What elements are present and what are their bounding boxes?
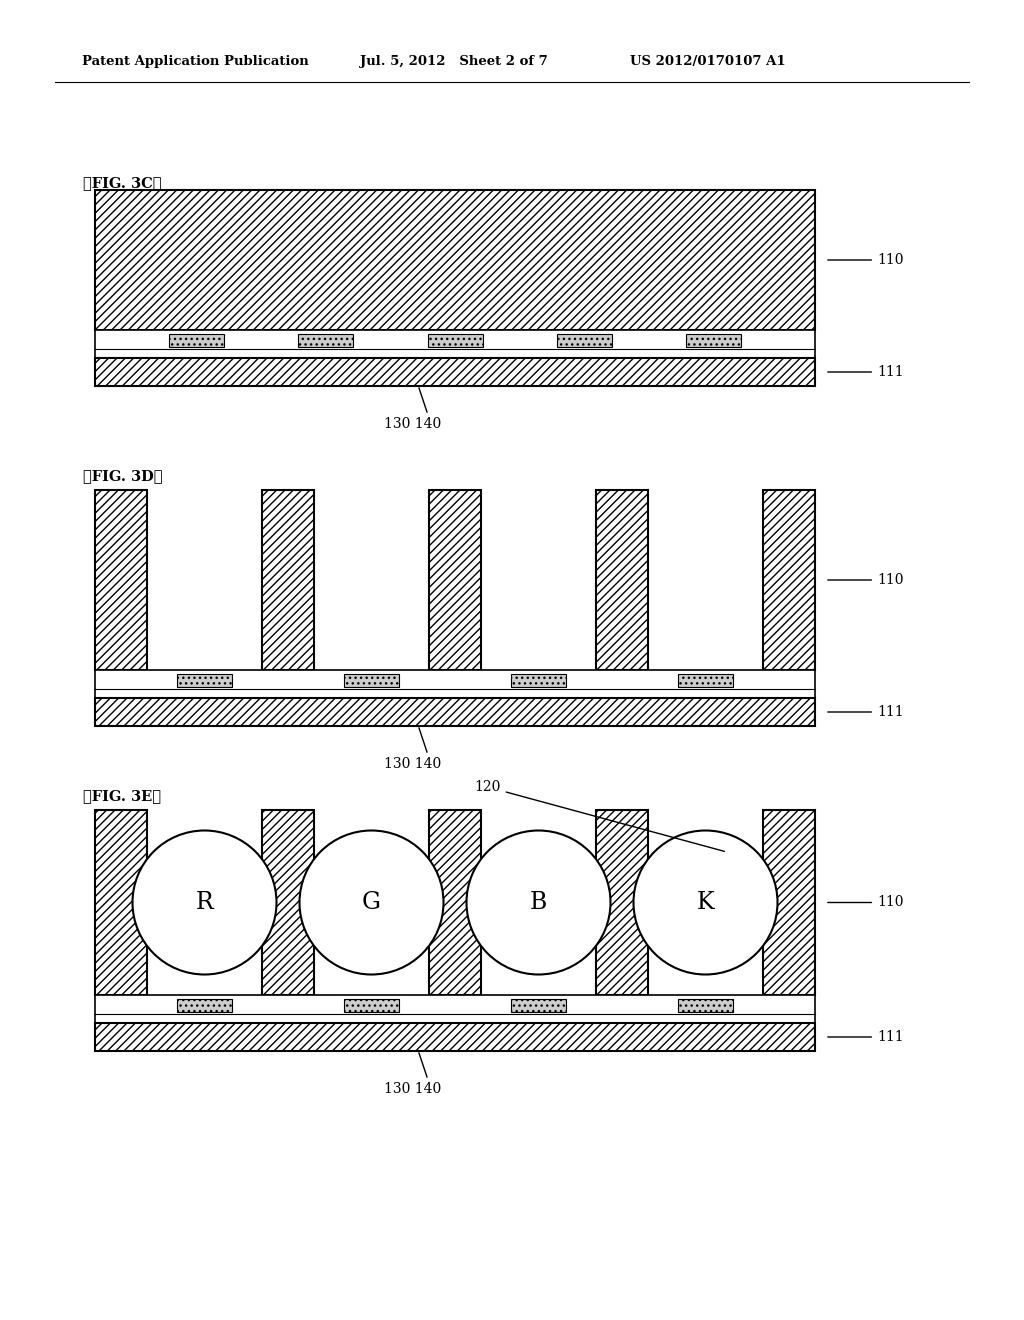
Bar xyxy=(511,675,566,686)
Text: B: B xyxy=(529,891,547,913)
Text: 【FIG. 3E】: 【FIG. 3E】 xyxy=(83,789,161,803)
Bar xyxy=(95,190,815,330)
Text: 130 140: 130 140 xyxy=(384,756,441,771)
Bar xyxy=(429,810,481,995)
Circle shape xyxy=(634,830,777,974)
Text: 111: 111 xyxy=(827,366,903,379)
Bar xyxy=(95,698,815,726)
Bar xyxy=(262,490,314,671)
Bar xyxy=(596,490,648,671)
Bar xyxy=(429,490,481,671)
Bar xyxy=(678,999,733,1012)
Bar xyxy=(95,490,147,671)
Text: 130 140: 130 140 xyxy=(384,1082,441,1096)
Text: Jul. 5, 2012   Sheet 2 of 7: Jul. 5, 2012 Sheet 2 of 7 xyxy=(360,55,548,69)
Bar xyxy=(95,330,815,358)
Bar xyxy=(177,675,232,686)
Text: 110: 110 xyxy=(827,895,903,909)
Bar xyxy=(344,675,399,686)
Circle shape xyxy=(299,830,443,974)
Bar xyxy=(169,334,224,347)
Circle shape xyxy=(467,830,610,974)
Bar xyxy=(95,1023,815,1051)
Text: 130 140: 130 140 xyxy=(384,417,441,432)
Bar xyxy=(95,358,815,385)
Bar xyxy=(298,334,353,347)
Text: 110: 110 xyxy=(827,253,903,267)
Bar xyxy=(511,999,566,1012)
Bar xyxy=(95,810,147,995)
Text: US 2012/0170107 A1: US 2012/0170107 A1 xyxy=(630,55,785,69)
Bar xyxy=(262,810,314,995)
Bar xyxy=(557,334,611,347)
Text: 111: 111 xyxy=(827,705,903,719)
Bar xyxy=(95,671,815,698)
Text: 111: 111 xyxy=(827,1030,903,1044)
Text: G: G xyxy=(362,891,381,913)
Text: 120: 120 xyxy=(474,780,724,851)
Bar xyxy=(678,675,733,686)
Circle shape xyxy=(132,830,276,974)
Text: R: R xyxy=(196,891,213,913)
Bar xyxy=(95,995,815,1023)
Text: K: K xyxy=(696,891,715,913)
Bar xyxy=(686,334,740,347)
Text: 110: 110 xyxy=(827,573,903,587)
Text: Patent Application Publication: Patent Application Publication xyxy=(82,55,309,69)
Bar xyxy=(177,999,232,1012)
Bar xyxy=(344,999,399,1012)
Text: 【FIG. 3D】: 【FIG. 3D】 xyxy=(83,469,163,483)
Bar xyxy=(763,490,815,671)
Bar xyxy=(427,334,482,347)
Bar xyxy=(596,810,648,995)
Bar xyxy=(763,810,815,995)
Text: 【FIG. 3C】: 【FIG. 3C】 xyxy=(83,176,162,190)
